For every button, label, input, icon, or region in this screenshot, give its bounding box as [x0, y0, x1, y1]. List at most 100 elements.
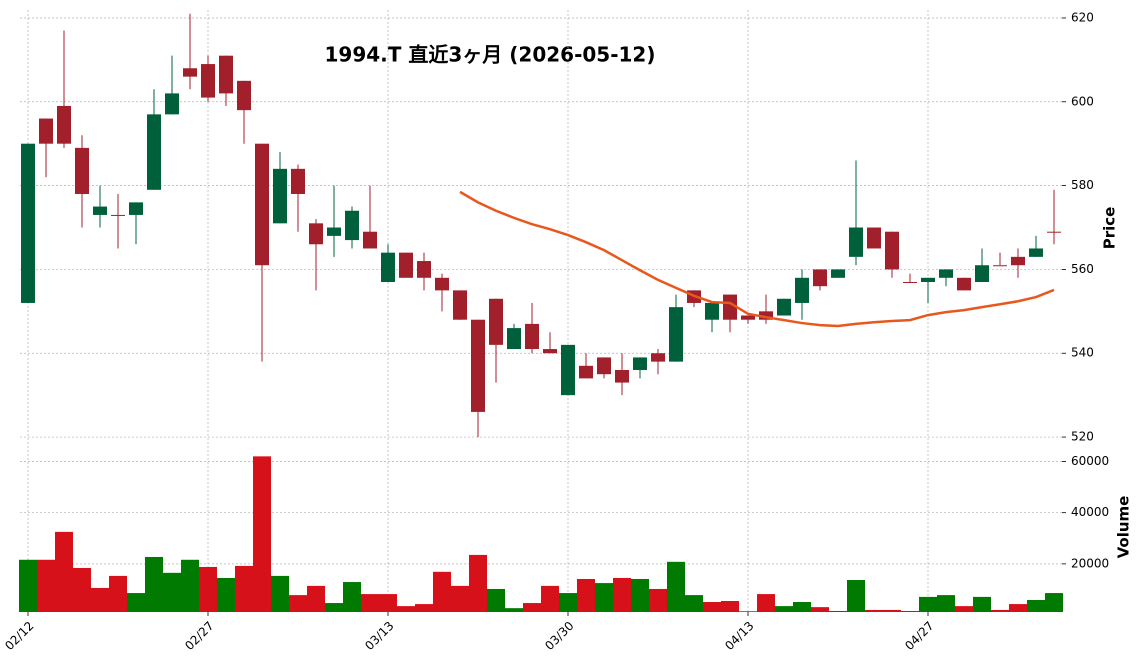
- candle-body: [93, 206, 107, 215]
- candle-body: [435, 277, 449, 291]
- volume-bar: [397, 606, 415, 612]
- volume-bar: [217, 577, 235, 612]
- volume-bar: [937, 595, 955, 612]
- x-tick-label: 02/12: [2, 619, 36, 653]
- volume-bar: [253, 456, 271, 612]
- candle-body: [21, 143, 35, 303]
- volume-bar: [667, 561, 685, 612]
- volume-bar: [955, 606, 973, 612]
- volume-bar: [811, 607, 829, 612]
- volume-bar: [1045, 593, 1063, 612]
- candle-body: [921, 277, 935, 282]
- candle-body: [813, 269, 827, 287]
- volume-bar: [595, 583, 613, 612]
- chart-title: 1994.T 直近3ヶ月 (2026-05-12): [325, 43, 656, 67]
- volume-bar: [379, 594, 397, 612]
- candle-body: [507, 328, 521, 350]
- x-tick-label: 04/27: [902, 619, 936, 653]
- candle-body: [615, 370, 629, 383]
- volume-bar: [1027, 599, 1045, 612]
- volume-bar: [721, 600, 739, 612]
- volume-bar: [271, 575, 289, 612]
- candle-body: [903, 281, 917, 283]
- volume-bar: [55, 531, 73, 612]
- candle-body: [471, 319, 485, 412]
- candle-body: [147, 114, 161, 190]
- volume-bar: [451, 585, 469, 612]
- y-tick-label: 20000: [1071, 556, 1109, 570]
- volume-bar: [559, 593, 577, 612]
- candle-body: [849, 227, 863, 257]
- candle-body: [39, 118, 53, 144]
- candle-body: [543, 349, 557, 354]
- x-tick-label: 03/30: [542, 619, 576, 653]
- y-tick-label: 540: [1071, 346, 1094, 360]
- x-tick-label: 04/13: [722, 619, 756, 653]
- candle-body: [309, 223, 323, 245]
- y-axis-label: Volume: [1115, 496, 1133, 559]
- y-tick-label: 560: [1071, 262, 1094, 276]
- candle-body: [129, 202, 143, 215]
- volume-bar: [505, 608, 523, 612]
- candle-body: [957, 277, 971, 291]
- candle-body: [291, 168, 305, 194]
- volume-bar: [1009, 604, 1027, 612]
- volume-bar: [631, 578, 649, 612]
- volume-bar: [685, 595, 703, 612]
- volume-bar: [847, 580, 865, 612]
- candle-body: [993, 265, 1007, 267]
- candle-body: [453, 290, 467, 320]
- candle-body: [777, 298, 791, 316]
- volume-bar: [73, 567, 91, 612]
- candle-body: [723, 294, 737, 320]
- candle-body: [183, 68, 197, 77]
- candle-body: [399, 252, 413, 278]
- candle-body: [327, 227, 341, 236]
- volume-bar: [163, 572, 181, 612]
- volume-bar: [181, 559, 199, 612]
- volume-bar: [199, 566, 217, 612]
- volume-bar: [973, 596, 991, 612]
- candle-body: [741, 315, 755, 320]
- volume-bar: [109, 575, 127, 612]
- volume-bar: [739, 611, 757, 612]
- volume-bar: [865, 609, 883, 612]
- volume-bar: [469, 554, 487, 612]
- y-tick-label: 60000: [1071, 454, 1109, 468]
- volume-bar: [613, 577, 631, 612]
- candle-body: [795, 277, 809, 303]
- y-tick-label: 520: [1071, 430, 1094, 444]
- volume-bar: [775, 606, 793, 612]
- candle-body: [165, 93, 179, 115]
- volume-bar: [91, 587, 109, 612]
- candle-body: [669, 307, 683, 362]
- volume-bar: [325, 603, 343, 612]
- volume-bar: [829, 610, 847, 612]
- candle-body: [975, 265, 989, 282]
- candle-body: [363, 231, 377, 249]
- candle-body: [939, 269, 953, 278]
- volume-bar: [433, 571, 451, 612]
- candle-body: [75, 147, 89, 194]
- candle-body: [561, 344, 575, 396]
- x-tick-label: 03/13: [362, 619, 396, 653]
- candle-body: [579, 365, 593, 379]
- candle-body: [273, 168, 287, 224]
- y-tick-label: 580: [1071, 178, 1094, 192]
- candle-body: [111, 214, 125, 216]
- volume-bar: [289, 595, 307, 612]
- volume-bar: [307, 585, 325, 612]
- candle-body: [219, 55, 233, 94]
- candle-body: [1011, 256, 1025, 266]
- candle-body: [345, 210, 359, 241]
- volume-bar: [361, 594, 379, 612]
- y-tick-label: 620: [1071, 10, 1094, 24]
- candle-body: [759, 311, 773, 320]
- volume-bar: [541, 585, 559, 612]
- volume-bar: [127, 593, 145, 612]
- candle-body: [633, 357, 647, 371]
- candle-body: [255, 143, 269, 266]
- candle-body: [417, 261, 431, 278]
- volume-bar: [793, 602, 811, 612]
